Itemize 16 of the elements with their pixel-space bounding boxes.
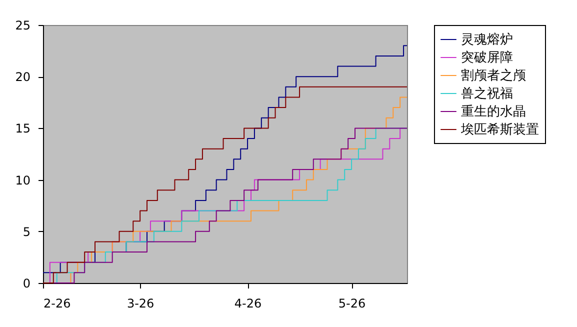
y-tick-label: 15 — [15, 122, 30, 136]
x-tick-label: 4-26 — [234, 296, 262, 310]
x-tick-label: 3-26 — [126, 296, 154, 310]
legend-label: 割颅者之颅 — [461, 68, 526, 84]
legend-label: 重生的水晶 — [461, 104, 526, 120]
x-tick-label: 2-26 — [44, 296, 71, 310]
legend-label: 突破屏障 — [461, 50, 513, 66]
legend-label: 兽之祝福 — [461, 86, 513, 102]
y-tick-label: 10 — [15, 173, 30, 188]
legend-label: 灵魂熔炉 — [461, 32, 513, 48]
legend-label: 埃匹希斯装置 — [460, 122, 539, 138]
x-tick-label: 5-26 — [338, 296, 366, 310]
y-tick-label: 0 — [22, 276, 30, 290]
y-tick-label: 25 — [15, 18, 30, 32]
y-tick-label: 5 — [22, 224, 30, 239]
y-tick-label: 20 — [15, 70, 30, 84]
